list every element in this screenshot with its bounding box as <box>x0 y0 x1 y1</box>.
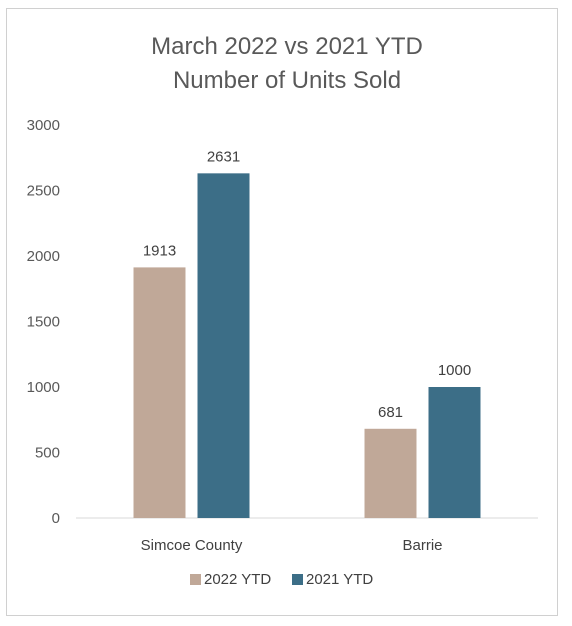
x-category-label: Simcoe County <box>141 537 243 554</box>
category-labels: Simcoe County Barrie <box>141 537 443 554</box>
bars-group: 1913 2631 681 1000 <box>133 148 481 519</box>
y-tick-label: 1500 <box>27 314 60 331</box>
bar-2022-ytd <box>133 267 186 518</box>
legend-label: 2021 YTD <box>306 571 373 588</box>
legend-swatch <box>292 574 303 585</box>
bar-2022-ytd <box>364 428 417 518</box>
y-axis: 0 500 1000 1500 2000 2500 3000 <box>27 117 60 527</box>
y-tick-label: 2500 <box>27 183 60 200</box>
y-tick-label: 2000 <box>27 248 60 265</box>
y-tick-label: 1000 <box>27 379 60 396</box>
y-tick-label: 0 <box>52 510 60 527</box>
y-tick-label: 3000 <box>27 117 60 134</box>
legend-swatch <box>190 574 201 585</box>
data-label: 1913 <box>143 242 176 259</box>
data-label: 2631 <box>207 148 240 165</box>
legend-label: 2022 YTD <box>204 571 271 588</box>
data-label: 681 <box>378 404 403 421</box>
y-tick-label: 500 <box>35 445 60 462</box>
bar-2021-ytd <box>197 173 250 519</box>
legend: 2022 YTD 2021 YTD <box>190 571 373 588</box>
chart-title-line-1: March 2022 vs 2021 YTD <box>151 33 423 60</box>
data-label: 1000 <box>438 362 471 379</box>
chart-title-line-2: Number of Units Sold <box>173 67 401 94</box>
bar-2021-ytd <box>428 387 481 518</box>
x-category-label: Barrie <box>402 537 442 554</box>
